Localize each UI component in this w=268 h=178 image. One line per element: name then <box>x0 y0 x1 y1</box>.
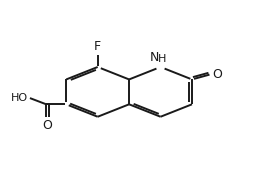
Text: O: O <box>42 119 52 132</box>
Text: F: F <box>94 40 101 53</box>
Text: O: O <box>212 68 222 81</box>
Text: HO: HO <box>10 93 28 103</box>
Text: H: H <box>158 54 166 64</box>
Text: N: N <box>150 51 159 64</box>
